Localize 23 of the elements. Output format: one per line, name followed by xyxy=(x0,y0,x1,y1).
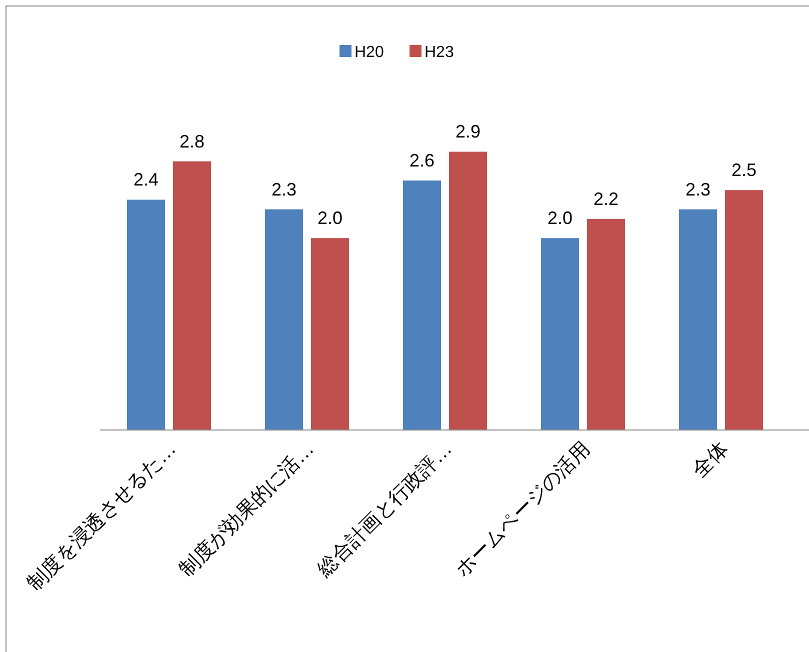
bar xyxy=(679,209,717,430)
bar xyxy=(587,218,625,430)
data-label: 2.3 xyxy=(271,179,297,200)
data-label: 2.6 xyxy=(409,150,435,171)
data-label: 2.5 xyxy=(731,160,757,180)
bar xyxy=(173,161,211,430)
bar xyxy=(265,209,303,430)
data-label: 2.0 xyxy=(547,208,573,228)
legend-label: H23 xyxy=(424,44,454,61)
bar xyxy=(311,238,349,430)
bar xyxy=(449,152,487,430)
data-label: 2.3 xyxy=(685,179,711,200)
bar xyxy=(725,190,763,430)
legend-label: H20 xyxy=(354,44,384,61)
bar xyxy=(127,200,165,430)
data-label: 2.4 xyxy=(133,170,159,190)
data-label: 2.0 xyxy=(317,208,343,228)
data-label: 2.8 xyxy=(179,131,205,152)
bar xyxy=(541,238,579,430)
bar xyxy=(403,180,441,430)
x-tick-label: 全体 xyxy=(688,438,733,482)
data-label: 2.9 xyxy=(455,122,481,142)
data-label: 2.2 xyxy=(593,188,619,209)
